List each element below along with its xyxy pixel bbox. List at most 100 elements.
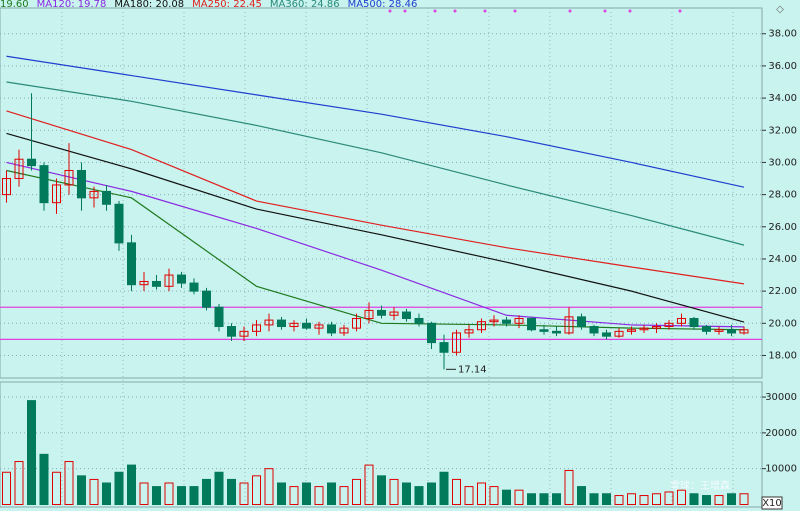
candle-body: [364, 309, 374, 319]
candle-body: [502, 319, 511, 324]
ma-legend: MA500: 28.46: [348, 0, 418, 10]
candle-body: [202, 290, 211, 308]
candle-body: [402, 311, 411, 319]
volume-bar: [64, 461, 74, 506]
candle-body: [739, 329, 749, 334]
ma-line: [6, 81, 745, 246]
candle-body: [689, 317, 699, 328]
candle-body: [702, 326, 711, 332]
y-tick-label: 30.00: [768, 157, 797, 168]
candle-body: [652, 326, 661, 329]
volume-bar: [602, 493, 611, 506]
volume-bar: [639, 495, 649, 505]
volume-bar: [589, 493, 599, 506]
candle-body: [302, 322, 311, 329]
candle-body: [552, 330, 561, 334]
candle-body: [677, 317, 686, 324]
volume-bar: [627, 493, 636, 506]
candle-body: [127, 242, 136, 286]
volume-bar: [139, 482, 149, 505]
volume-bar: [189, 486, 199, 505]
candle-body: [189, 282, 199, 292]
candle-body: [77, 169, 86, 199]
volume-bar: [27, 400, 36, 505]
volume-bar: [489, 486, 499, 505]
candle-body: [477, 321, 486, 331]
unit-box: [761, 496, 783, 510]
y-tick-label: 30000: [765, 392, 797, 403]
volume-bar: [464, 486, 474, 505]
volume-bar: [689, 493, 699, 506]
volume-bar: [364, 464, 374, 506]
candle-body: [439, 342, 449, 353]
ma-legend: MA360: 24.86: [270, 0, 340, 10]
candle-body: [39, 165, 49, 204]
candle-body: [602, 332, 611, 337]
watermark: 雪球：王增森: [670, 479, 730, 492]
volume-bar: [277, 482, 286, 505]
candle-body: [152, 280, 161, 287]
volume-bar: [352, 478, 361, 506]
candle-body: [539, 329, 549, 332]
candle-body: [614, 330, 624, 337]
volume-bar: [114, 471, 124, 505]
volume-bar: [152, 486, 161, 505]
y-tick-label: 24.00: [768, 254, 797, 265]
y-tick-label: 20.00: [768, 318, 797, 329]
volume-bar: [289, 486, 299, 505]
candle-body: [564, 316, 574, 334]
volume-bar: [514, 489, 524, 506]
candle-body: [14, 158, 24, 180]
volume-bar: [539, 493, 549, 506]
volume-bar: [377, 475, 386, 506]
volume-bar: [389, 478, 399, 506]
volume-bar: [702, 495, 711, 505]
volume-bar: [414, 486, 424, 505]
ma-line: [6, 55, 745, 188]
volume-bar: [452, 478, 461, 506]
volume-bar: [177, 486, 186, 505]
volume-bar: [102, 482, 111, 505]
volume-bar: [677, 489, 686, 506]
candle-body: [339, 327, 349, 334]
volume-bar: [614, 495, 624, 505]
y-tick-label: 34.00: [768, 93, 797, 104]
menu-icon[interactable]: ◇: [776, 4, 784, 15]
volume-bar: [577, 486, 586, 505]
candle-body: [139, 280, 149, 286]
ma-line: [6, 132, 745, 323]
candle-body: [164, 274, 174, 287]
volume-bar: [227, 478, 236, 506]
volume-bar: [264, 468, 274, 505]
volume-bar: [502, 489, 511, 506]
candle-body: [277, 319, 286, 328]
candle-body: [289, 322, 299, 328]
ma-legend: MA250: 22.45: [192, 0, 262, 10]
candle-body: [114, 203, 124, 244]
candle-body: [239, 330, 249, 337]
candle-body: [639, 327, 649, 331]
volume-bar: [77, 475, 86, 506]
candle-body: [327, 324, 336, 334]
volume-bar: [564, 469, 574, 506]
candle-body: [527, 317, 536, 331]
volume-bar: [252, 475, 261, 506]
y-tick-label: 26.00: [768, 222, 797, 233]
volume-bar: [339, 486, 349, 505]
volume-bar: [739, 493, 749, 506]
candle-body: [214, 306, 224, 328]
candle-body: [314, 324, 324, 329]
volume-bar: [714, 495, 724, 505]
volume-bar: [52, 471, 61, 505]
y-tick-label: 18.00: [768, 350, 797, 361]
y-tick-label: 32.00: [768, 125, 797, 136]
low-annotation: 17.14: [458, 364, 487, 375]
candle-body: [102, 190, 111, 205]
y-tick-label: 28.00: [768, 190, 797, 201]
top-markers: [388, 9, 682, 13]
candle-body: [727, 329, 736, 334]
ma-legend: MA120: 19.78: [37, 0, 107, 10]
volume-bar: [327, 482, 336, 505]
volume-bar: [477, 482, 486, 505]
